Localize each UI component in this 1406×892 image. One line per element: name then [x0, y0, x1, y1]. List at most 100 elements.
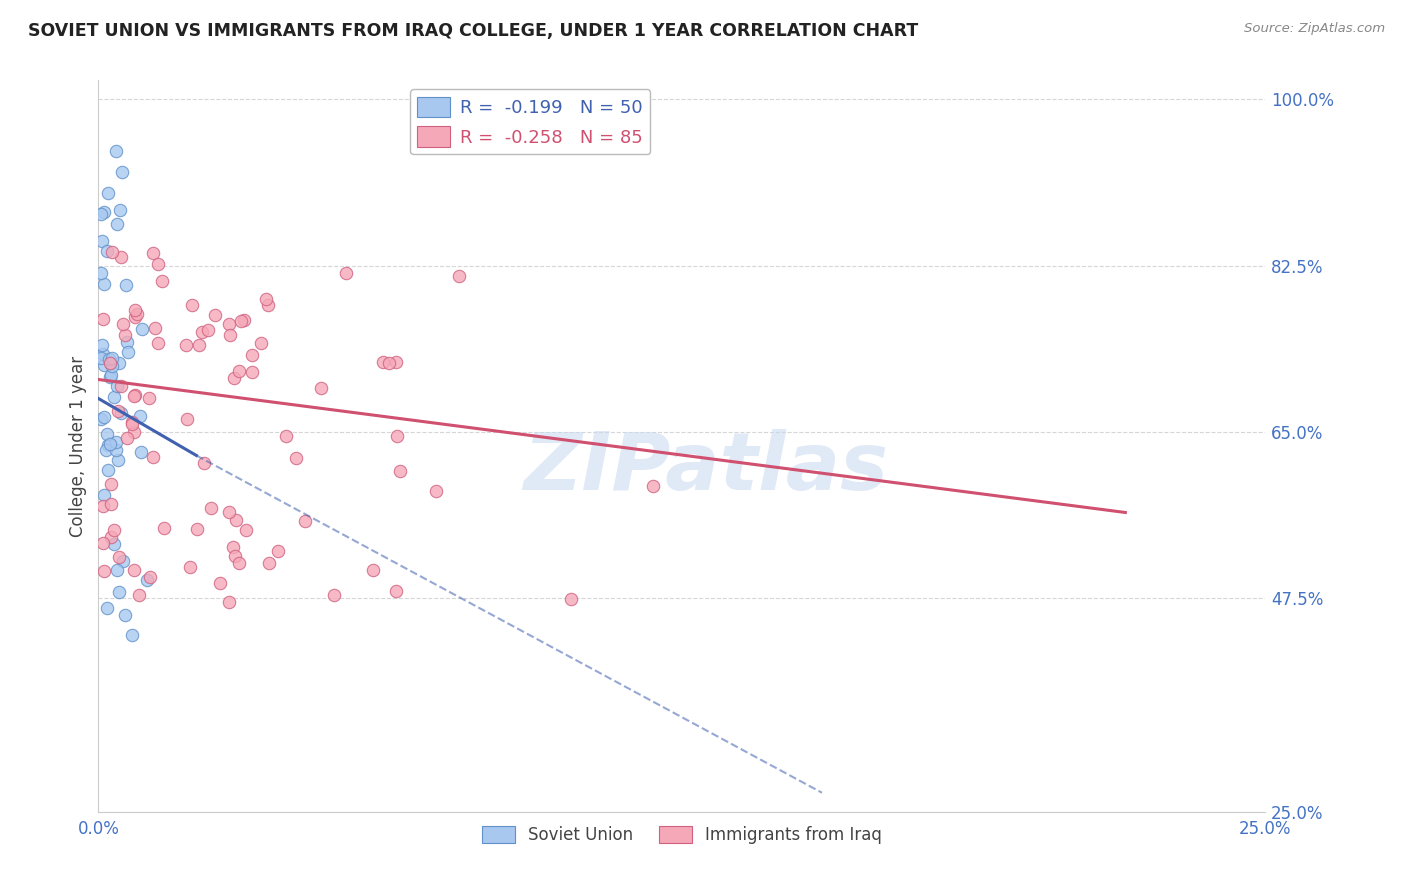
Point [108, 356, 131, 370]
Point [97, 463, 120, 477]
Point [181, 298, 204, 312]
Point [94, 443, 117, 458]
Point [105, 217, 128, 231]
Point [98, 370, 121, 384]
Point [105, 563, 128, 577]
Point [193, 457, 215, 471]
Point [91, 338, 114, 352]
Point [110, 250, 132, 264]
Point [115, 431, 138, 445]
Point [115, 278, 138, 293]
Point [256, 298, 278, 312]
Point [105, 434, 128, 449]
Point [105, 378, 128, 392]
Point [425, 483, 447, 498]
Point [449, 269, 471, 284]
Point [174, 338, 197, 352]
Point [93, 205, 115, 219]
Point [141, 450, 163, 464]
Point [111, 554, 134, 568]
Point [148, 335, 170, 350]
Point [100, 356, 122, 370]
Point [100, 477, 122, 491]
Point [108, 549, 131, 564]
Point [643, 479, 665, 493]
Point [101, 351, 124, 365]
Point [97, 186, 120, 200]
Point [209, 576, 232, 591]
Point [228, 556, 250, 570]
Point [179, 560, 201, 574]
Y-axis label: College, Under 1 year: College, Under 1 year [69, 355, 87, 537]
Point [90, 207, 112, 221]
Point [100, 530, 122, 544]
Point [240, 348, 263, 362]
Point [103, 391, 125, 405]
Point [128, 409, 150, 424]
Point [100, 497, 122, 511]
Point [110, 406, 132, 420]
Point [257, 557, 280, 571]
Point [285, 451, 308, 466]
Point [124, 388, 146, 402]
Point [387, 429, 409, 443]
Point [124, 310, 146, 324]
Point [560, 592, 582, 607]
Point [124, 303, 146, 318]
Point [90, 235, 112, 249]
Point [200, 501, 222, 516]
Point [121, 415, 143, 429]
Point [191, 325, 214, 339]
Point [90, 351, 112, 365]
Point [97, 438, 120, 452]
Point [114, 327, 136, 342]
Point [152, 521, 174, 535]
Point [91, 312, 114, 326]
Point [218, 505, 240, 519]
Point [204, 308, 226, 322]
Point [129, 444, 152, 458]
Point [122, 425, 145, 439]
Point [138, 391, 160, 405]
Point [250, 335, 273, 350]
Point [378, 356, 401, 370]
Point [240, 365, 263, 379]
Point [309, 381, 332, 395]
Point [388, 464, 411, 478]
Point [100, 368, 122, 383]
Point [254, 293, 277, 307]
Point [148, 257, 170, 271]
Point [143, 321, 166, 335]
Point [224, 549, 246, 563]
Point [112, 317, 135, 331]
Point [107, 452, 129, 467]
Point [104, 145, 127, 159]
Point [93, 277, 115, 292]
Point [186, 522, 208, 536]
Point [384, 583, 406, 598]
Point [91, 500, 114, 514]
Point [103, 523, 125, 537]
Text: ZIPatlas: ZIPatlas [523, 429, 887, 507]
Point [111, 165, 134, 179]
Point [105, 443, 128, 458]
Point [122, 389, 145, 403]
Text: SOVIET UNION VS IMMIGRANTS FROM IRAQ COLLEGE, UNDER 1 YEAR CORRELATION CHART: SOVIET UNION VS IMMIGRANTS FROM IRAQ COL… [28, 22, 918, 40]
Point [335, 266, 357, 280]
Point [267, 544, 290, 558]
Point [114, 608, 136, 623]
Point [93, 488, 115, 502]
Point [101, 245, 124, 260]
Point [218, 317, 240, 331]
Point [229, 314, 252, 328]
Point [117, 344, 139, 359]
Point [361, 563, 384, 577]
Point [197, 323, 219, 337]
Point [131, 322, 153, 336]
Point [176, 412, 198, 426]
Point [110, 379, 132, 393]
Legend: Soviet Union, Immigrants from Iraq: Soviet Union, Immigrants from Iraq [475, 820, 889, 851]
Point [108, 202, 131, 217]
Point [98, 356, 121, 370]
Point [90, 412, 112, 426]
